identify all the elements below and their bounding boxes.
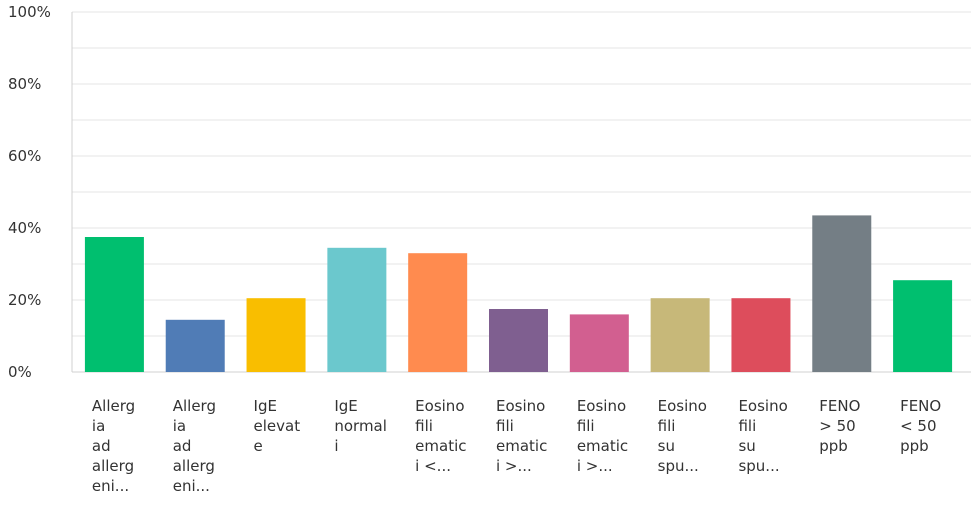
bar[interactable] bbox=[893, 280, 953, 372]
bar[interactable] bbox=[408, 253, 468, 372]
x-category-label: Eosino bbox=[738, 397, 787, 415]
x-category-label: allerg bbox=[92, 457, 134, 475]
x-category-label: fili bbox=[658, 417, 676, 435]
x-category-label: IgE bbox=[254, 397, 277, 415]
x-category-label: ppb bbox=[900, 437, 929, 455]
x-category-label: < 50 bbox=[900, 417, 936, 435]
x-category-label: ia bbox=[173, 417, 186, 435]
y-tick-label: 80% bbox=[8, 75, 41, 93]
bar[interactable] bbox=[731, 298, 791, 372]
x-category-label: Allerg bbox=[92, 397, 135, 415]
x-category-label: > 50 bbox=[819, 417, 855, 435]
y-tick-label: 100% bbox=[8, 3, 51, 21]
x-category-label: IgE bbox=[334, 397, 357, 415]
x-category-label: e bbox=[254, 437, 263, 455]
x-category-label: i >... bbox=[496, 457, 532, 475]
y-tick-label: 40% bbox=[8, 219, 41, 237]
x-category-label: Eosino bbox=[415, 397, 464, 415]
x-category-label: su bbox=[658, 437, 675, 455]
bar[interactable] bbox=[569, 314, 629, 372]
y-tick-labels: 0% 20% 40% 60% 80% 100% bbox=[8, 3, 51, 381]
x-category-label: spu... bbox=[738, 457, 779, 475]
x-category-label: Eosino bbox=[577, 397, 626, 415]
x-category-label: spu... bbox=[658, 457, 699, 475]
x-category-label: fili bbox=[415, 417, 433, 435]
y-tick-label: 0% bbox=[8, 363, 32, 381]
bar[interactable] bbox=[165, 319, 225, 372]
x-category-label: i <... bbox=[415, 457, 451, 475]
x-category-label: Eosino bbox=[496, 397, 545, 415]
x-category-label: ematic bbox=[415, 437, 466, 455]
x-category-label: fili bbox=[577, 417, 595, 435]
x-category-label: Eosino bbox=[658, 397, 707, 415]
x-category-labels: Allergiaadallergeni...Allergiaadallergen… bbox=[92, 397, 941, 495]
x-category-label: fili bbox=[738, 417, 756, 435]
x-category-label: ia bbox=[92, 417, 105, 435]
x-category-label: elevat bbox=[254, 417, 301, 435]
x-category-label: normal bbox=[334, 417, 387, 435]
grid-layer bbox=[72, 11, 971, 337]
x-category-label: i >... bbox=[577, 457, 613, 475]
x-category-label: FENO bbox=[819, 397, 860, 415]
x-category-label: ematic bbox=[577, 437, 628, 455]
x-category-label: allerg bbox=[173, 457, 215, 475]
x-category-label: Allerg bbox=[173, 397, 216, 415]
x-category-label: i bbox=[334, 437, 338, 455]
x-category-label: ad bbox=[173, 437, 192, 455]
bar[interactable] bbox=[489, 309, 548, 372]
x-category-label: eni... bbox=[92, 477, 129, 495]
x-category-label: eni... bbox=[173, 477, 210, 495]
bar[interactable] bbox=[84, 237, 144, 372]
y-tick-label: 20% bbox=[8, 291, 41, 309]
bar[interactable] bbox=[246, 298, 306, 372]
x-category-label: fili bbox=[496, 417, 514, 435]
bar[interactable] bbox=[812, 215, 872, 372]
bar[interactable] bbox=[650, 298, 710, 372]
bar[interactable] bbox=[327, 247, 387, 372]
x-category-label: ppb bbox=[819, 437, 848, 455]
bars-layer bbox=[84, 215, 953, 372]
x-category-label: ematic bbox=[496, 437, 547, 455]
y-tick-label: 60% bbox=[8, 147, 41, 165]
x-category-label: su bbox=[738, 437, 755, 455]
x-category-label: ad bbox=[92, 437, 111, 455]
x-category-label: FENO bbox=[900, 397, 941, 415]
